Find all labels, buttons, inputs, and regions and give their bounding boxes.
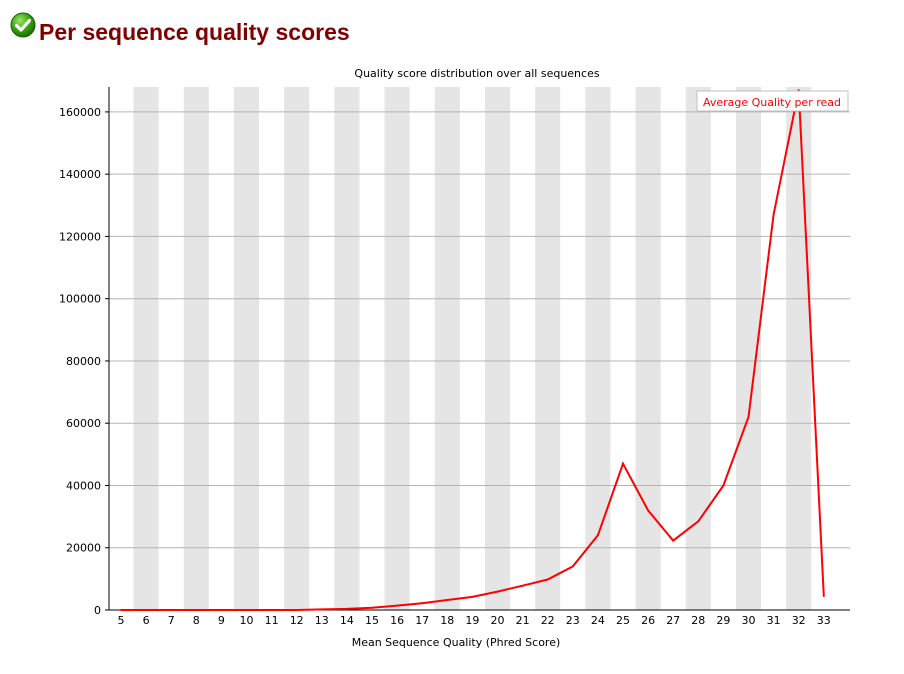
x-tick-label: 26 [641, 614, 655, 627]
data-point [170, 609, 173, 611]
legend-entry: Average Quality per read [703, 96, 841, 109]
x-tick-label: 5 [118, 614, 125, 627]
check-circle-icon [10, 12, 36, 38]
data-point [772, 213, 775, 216]
y-tick-labels: 0 20000 40000 60000 80000 100000 120000 140000 1… [59, 106, 109, 617]
data-point [496, 590, 499, 593]
y-tick-label: 160000 [59, 106, 101, 119]
chart-band [133, 87, 159, 610]
data-point [822, 594, 825, 597]
data-point [220, 609, 223, 611]
data-point [295, 609, 298, 611]
chart-band [786, 87, 812, 610]
x-tick-label: 13 [315, 614, 329, 627]
x-tick-label: 32 [792, 614, 806, 627]
data-point [446, 599, 449, 602]
data-point [697, 520, 700, 523]
x-tick-label: 9 [218, 614, 225, 627]
x-tick-label: 15 [365, 614, 379, 627]
y-tick-label: 0 [94, 604, 101, 617]
x-tick-label: 19 [465, 614, 479, 627]
chart-band [484, 87, 511, 610]
data-point [546, 578, 549, 581]
section-header: Per sequence quality scores [10, 12, 350, 45]
chart-band [284, 87, 310, 610]
x-tick-label: 7 [168, 614, 175, 627]
chart-band [535, 87, 561, 610]
data-point [195, 609, 198, 611]
data-point [571, 565, 574, 568]
data-point [371, 606, 373, 609]
chart-band [384, 87, 410, 610]
chart-bands [133, 87, 812, 610]
x-tick-label: 33 [817, 614, 831, 627]
x-tick-label: 28 [691, 614, 705, 627]
y-tick-label: 60000 [66, 417, 101, 430]
x-tick-label: 18 [440, 614, 454, 627]
x-tick-label: 14 [340, 614, 354, 627]
x-tick-label: 31 [767, 614, 781, 627]
y-tick-label: 140000 [59, 168, 101, 181]
x-tick-label: 10 [240, 614, 254, 627]
chart-band [635, 87, 661, 610]
y-tick-label: 120000 [59, 230, 101, 243]
y-tick-label: 40000 [66, 479, 101, 492]
chart-legend: Average Quality per read [696, 90, 849, 112]
chart-series [120, 89, 825, 611]
x-tick-label: 16 [390, 614, 404, 627]
x-tick-label: 23 [566, 614, 580, 627]
chart-band [183, 87, 209, 610]
chart-band [233, 87, 260, 610]
x-axis-label: Mean Sequence Quality (Phred Score) [352, 636, 561, 649]
data-point [320, 608, 323, 611]
x-tick-label: 12 [290, 614, 304, 627]
chart-band [585, 87, 611, 610]
data-point [596, 534, 599, 537]
x-tick-label: 20 [491, 614, 505, 627]
data-point [471, 595, 474, 598]
x-tick-label: 24 [591, 614, 605, 627]
x-tick-label: 25 [616, 614, 630, 627]
data-point [421, 602, 424, 605]
chart-band [434, 87, 460, 610]
x-tick-label: 27 [666, 614, 680, 627]
legend-box [696, 90, 849, 112]
data-point [722, 484, 725, 487]
series-line [121, 89, 825, 611]
x-tick-label: 8 [193, 614, 200, 627]
y-tick-label: 20000 [66, 542, 101, 555]
data-point [521, 584, 524, 587]
x-tick-label: 11 [265, 614, 279, 627]
chart-band [685, 87, 711, 610]
x-tick-label: 22 [541, 614, 555, 627]
x-tick-label: 6 [143, 614, 150, 627]
chart-band [334, 87, 360, 610]
data-point [145, 609, 148, 611]
chart-grid [109, 111, 850, 549]
x-tick-label: 17 [415, 614, 429, 627]
data-point [345, 607, 348, 610]
x-tick-label: 29 [716, 614, 730, 627]
y-tick-label: 80000 [66, 355, 101, 368]
data-point [245, 609, 248, 611]
data-point [120, 609, 122, 611]
data-point [270, 609, 273, 611]
x-tick-label: 21 [516, 614, 530, 627]
x-tick-labels: 5 6 7 8 9 10 11 12 13 14 15 16 17 18 19 20 21 22 23 24 25 26 2… [118, 614, 831, 627]
data-point [672, 539, 675, 542]
x-tick-label: 30 [742, 614, 756, 627]
data-point [622, 462, 624, 465]
y-tick-label: 100000 [59, 293, 101, 306]
chart-title: Quality score distribution over all sequ… [354, 67, 599, 80]
data-point [747, 415, 750, 418]
page-title: Per sequence quality scores [39, 19, 350, 45]
data-point [647, 509, 650, 512]
data-point [396, 604, 399, 607]
